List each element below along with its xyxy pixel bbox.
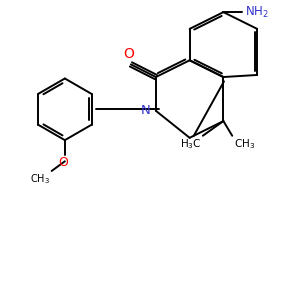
Text: CH$_3$: CH$_3$ bbox=[30, 172, 50, 186]
Text: O: O bbox=[123, 47, 134, 61]
Text: CH$_3$: CH$_3$ bbox=[234, 137, 255, 151]
Text: H$_3$C: H$_3$C bbox=[180, 137, 201, 151]
Text: N: N bbox=[141, 104, 151, 117]
Text: NH$_2$: NH$_2$ bbox=[245, 4, 268, 20]
Text: O: O bbox=[58, 156, 68, 169]
